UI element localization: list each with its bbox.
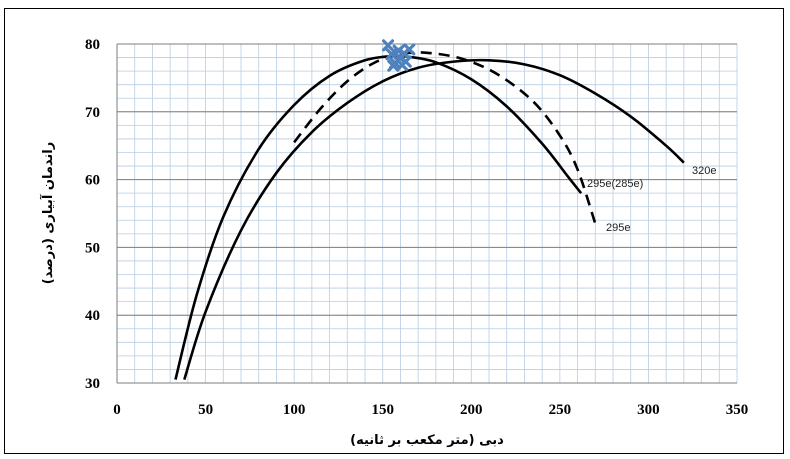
- plot-area: [117, 44, 737, 383]
- y-tick-label: 80: [85, 37, 100, 53]
- major-grid: [116, 43, 737, 384]
- series-line-2: [183, 58, 685, 380]
- y-axis-label: راندمان آبیاری (درصد): [39, 142, 56, 284]
- data-point-marker: [403, 43, 416, 56]
- y-tick-label: 30: [85, 376, 100, 392]
- data-point-marker: [396, 58, 409, 72]
- y-tick-labels: 30 40 50 60 70 80: [85, 37, 100, 392]
- y-tick-label: 70: [85, 105, 100, 121]
- x-tick-label: 250: [549, 402, 572, 418]
- x-tick-label: 300: [637, 402, 660, 418]
- data-point-marker: [381, 39, 395, 52]
- x-axis-label: دبی (متر مکعب بر ثانیه): [350, 433, 504, 448]
- y-tick-label: 40: [85, 308, 100, 324]
- x-tick-label: 100: [283, 402, 306, 418]
- series-label-295e-285e: 295e(285e): [587, 178, 643, 190]
- series-label-320e: 320e: [692, 165, 716, 177]
- x-tick-label: 0: [113, 402, 121, 418]
- y-tick-label: 50: [85, 240, 100, 256]
- x-tick-label: 150: [371, 402, 394, 418]
- x-tick-labels: 0 50 100 150 200 250 300 350: [113, 402, 748, 418]
- x-tick-label: 200: [460, 402, 483, 418]
- series-line-1: [293, 51, 597, 225]
- curve-labels: 295e(285e) 295e 320e: [587, 165, 716, 234]
- x-tick-label: 350: [726, 402, 749, 418]
- data-point-marker: [385, 48, 398, 61]
- series-label-295e: 295e: [606, 222, 630, 234]
- y-tick-label: 60: [85, 173, 100, 189]
- markers: [381, 39, 416, 72]
- x-tick-label: 50: [198, 402, 213, 418]
